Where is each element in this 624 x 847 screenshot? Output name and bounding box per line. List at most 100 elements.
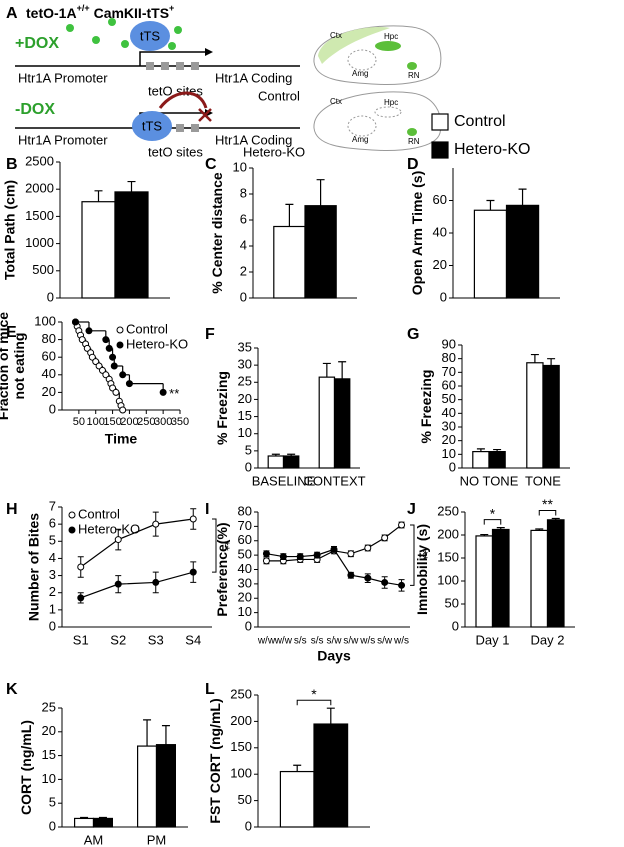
error-bar [547, 358, 556, 366]
y-tick-label: 50 [238, 547, 252, 562]
y-tick-label: 70 [238, 518, 252, 533]
error-bar [493, 448, 502, 452]
panel-letter: K [6, 681, 18, 698]
series-line [266, 548, 402, 586]
y-tick-label: 1500 [25, 208, 54, 223]
marker [77, 594, 85, 602]
legend-marker [116, 326, 124, 334]
error-bar [98, 816, 107, 819]
bar [546, 519, 565, 628]
marker [296, 553, 304, 561]
promoter-arrow [139, 51, 205, 66]
y-tick-label: 40 [238, 561, 252, 576]
y-tick-label: 20 [238, 590, 252, 605]
marker [119, 371, 127, 379]
marker [189, 515, 197, 523]
y-tick-label: 15 [42, 747, 56, 762]
title-part: tetO-1A [26, 5, 77, 21]
y-tick-label: 100 [437, 572, 459, 587]
bar [530, 529, 549, 628]
marker [152, 520, 160, 528]
marker [381, 578, 389, 586]
y-tick-label: 30 [238, 575, 252, 590]
condition: -DOX [15, 101, 55, 118]
significance-bracket [296, 699, 332, 706]
x-tick-label: s/s [311, 636, 324, 647]
panel-letter: B [6, 156, 18, 173]
error-bar [287, 453, 296, 456]
y-tick-label: 1000 [25, 235, 54, 250]
block-x [198, 108, 212, 122]
y-tick-label: 5 [49, 795, 56, 810]
y-tick-label: 0 [245, 818, 252, 833]
y-tick-label: 0 [449, 459, 456, 474]
title-sup: +/+ [77, 3, 90, 13]
y-tick-label: 40 [42, 366, 56, 381]
bar [475, 535, 494, 628]
marker [330, 545, 338, 553]
x-tick-label: AM [84, 832, 104, 847]
x-tick-label: w/w [257, 636, 276, 647]
marker [347, 550, 355, 558]
y-tick-label: 0 [245, 459, 252, 474]
tts-protein [132, 111, 172, 141]
significance: ** [218, 541, 233, 551]
error-bar [80, 816, 89, 819]
significance-bracket [538, 509, 557, 516]
genotype-label: Control [258, 88, 300, 103]
x-tick-label: w/s [359, 636, 375, 647]
y-tick-label: 0 [49, 618, 56, 633]
x-tick-label: w/s [393, 636, 409, 647]
x-tick-label: Day 2 [531, 632, 565, 647]
y-axis-label: % Freezing [418, 370, 434, 444]
arrow-head [205, 109, 213, 117]
x-tick-label: NO TONE [460, 473, 519, 488]
y-tick-label: 60 [42, 349, 56, 364]
y-tick-label: 40 [442, 405, 456, 420]
panel-letter: G [407, 326, 419, 343]
x-axis-label: Days [317, 648, 351, 664]
bar [304, 205, 337, 299]
marker [119, 406, 127, 414]
significance: ** [169, 386, 179, 401]
marker [152, 578, 160, 586]
protein-label: tTS [140, 28, 161, 43]
bar [279, 770, 315, 828]
y-tick-label: 50 [442, 391, 456, 406]
error-bar [338, 361, 347, 379]
y-tick-label: 10 [42, 771, 56, 786]
marker [189, 568, 197, 576]
y-tick-label: 0 [452, 618, 459, 633]
error-bar [271, 453, 280, 456]
legend-marker [68, 526, 76, 534]
panel-letter: E [6, 324, 17, 341]
error-bar [518, 188, 527, 206]
marker [347, 571, 355, 579]
legend-marker [68, 511, 76, 519]
bar [137, 745, 158, 828]
panel-letter: F [205, 326, 215, 343]
coding-label: Htr1A Coding [215, 132, 292, 147]
y-tick-label: 80 [42, 331, 56, 346]
bar [155, 744, 176, 828]
error-bar [480, 533, 489, 536]
x-tick-label: 150 [103, 416, 121, 428]
legend-label: Hetero-KO [78, 521, 140, 536]
y-tick-label: 2 [240, 263, 247, 278]
y-tick-label: 200 [437, 526, 459, 541]
x-tick-label: S3 [148, 632, 164, 647]
bar [473, 209, 508, 299]
y-axis-label: % Center distance [209, 172, 225, 294]
error-bar [285, 203, 294, 227]
marker [112, 388, 120, 396]
y-axis-label: CORT (ng/mL) [18, 720, 34, 815]
marker [110, 362, 118, 370]
error-bar [486, 199, 495, 211]
error-bar [530, 353, 539, 363]
legend-label: Control [78, 506, 120, 521]
bar [472, 451, 490, 469]
y-tick-label: 50 [445, 595, 459, 610]
y-axis-label: Total Path (cm) [2, 180, 18, 280]
x-tick-label: s/w [377, 636, 393, 647]
x-tick-label: 300 [154, 416, 172, 428]
